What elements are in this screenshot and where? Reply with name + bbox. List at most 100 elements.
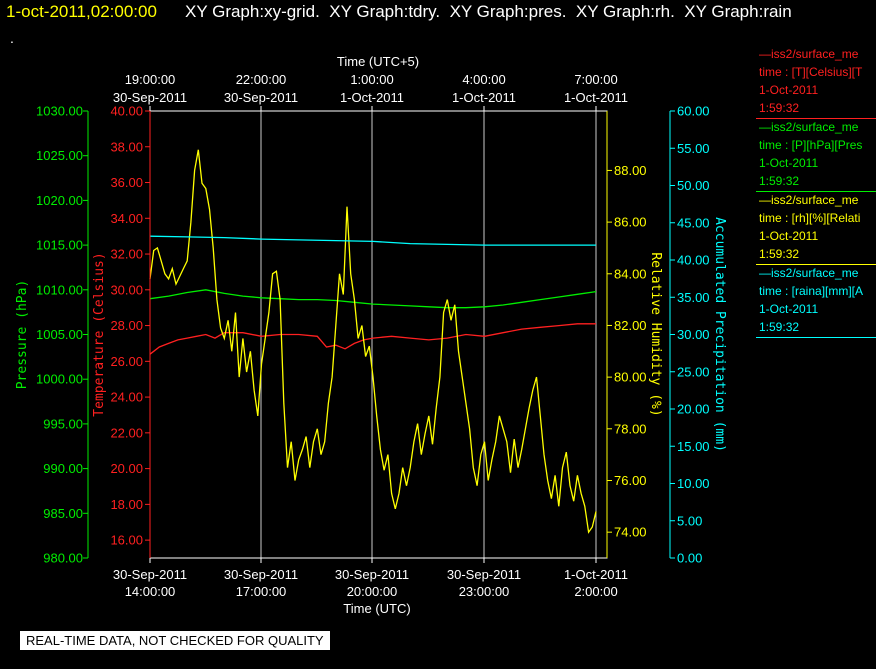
- top-tick-label: 1-Oct-2011: [564, 90, 628, 105]
- bottom-axis-title: Time (UTC): [343, 601, 410, 616]
- bottom-tick-label: 23:00:00: [459, 584, 510, 599]
- tab-xy-grid[interactable]: XY Graph:xy-grid.: [185, 2, 320, 21]
- top-tick-label: 4:00:00: [462, 72, 505, 87]
- legend-entry-line4: 1:59:32: [759, 320, 800, 334]
- pressure-tick-label: 990.00: [43, 461, 83, 476]
- bottom-tick-label: 30-Sep-2011: [335, 567, 409, 582]
- tab-pres[interactable]: XY Graph:pres.: [449, 2, 567, 21]
- legend-entry-line1: —iss2/surface_me: [759, 120, 859, 134]
- precip-tick-label: 0.00: [677, 551, 702, 566]
- legend-entry-line2: time : [raina][mm][A: [759, 284, 864, 298]
- legend-entry-line2: time : [P][hPa][Pres: [759, 138, 863, 152]
- top-tick-label: 1-Oct-2011: [340, 90, 404, 105]
- pressure-tick-label: 985.00: [43, 506, 83, 521]
- rh-tick-label: 78.00: [614, 421, 647, 436]
- plot-frame: [149, 110, 608, 559]
- precip-tick-label: 55.00: [677, 141, 710, 156]
- precip-tick-label: 50.00: [677, 178, 710, 193]
- legend-entry-line2: time : [T][Celsius][T: [759, 65, 863, 79]
- top-tick-label: 7:00:00: [574, 72, 617, 87]
- legend-entry-line3: 1-Oct-2011: [759, 229, 819, 243]
- series-pressure-line: [149, 289, 597, 309]
- rh-axis-title: Relative Humidity (%): [648, 252, 663, 416]
- precip-tick-label: 60.00: [677, 104, 710, 119]
- pressure-tick-label: 1005.00: [36, 327, 83, 342]
- top-axis-title: Time (UTC+5): [337, 54, 419, 69]
- pressure-tick-label: 1020.00: [36, 193, 83, 208]
- rh-tick-label: 74.00: [614, 525, 647, 540]
- temperature-tick-label: 26.00: [110, 354, 143, 369]
- rh-tick-label: 84.00: [614, 266, 647, 281]
- legend-entry-line4: 1:59:32: [759, 247, 800, 261]
- temperature-tick-label: 28.00: [110, 318, 143, 333]
- precip-tick-label: 20.00: [677, 402, 710, 417]
- window-header: 1-oct-2011,02:00:00 XY Graph:xy-grid. XY…: [0, 0, 876, 30]
- series-lines: [149, 149, 597, 534]
- bottom-tick-label: 30-Sep-2011: [447, 567, 521, 582]
- pressure-tick-label: 1025.00: [36, 148, 83, 163]
- rh-tick-label: 82.00: [614, 318, 647, 333]
- bottom-tick-label: 1-Oct-2011: [564, 567, 628, 582]
- precip-tick-label: 30.00: [677, 327, 710, 342]
- tab-rh[interactable]: XY Graph:rh.: [575, 2, 675, 21]
- legend-entry-line3: 1-Oct-2011: [759, 156, 819, 170]
- pressure-tick-label: 995.00: [43, 416, 83, 431]
- pressure-tick-label: 980.00: [43, 551, 83, 566]
- legend-entry-line4: 1:59:32: [759, 101, 800, 115]
- bottom-tick-label: 20:00:00: [347, 584, 398, 599]
- legend-entry-line1: —iss2/surface_me: [759, 47, 859, 61]
- series-precip-line: [149, 235, 596, 246]
- precip-tick-label: 5.00: [677, 513, 702, 528]
- legend-entry-line1: —iss2/surface_me: [759, 266, 859, 280]
- temperature-tick-label: 22.00: [110, 425, 143, 440]
- precip-axis-title: Accumulated Precipitation (mm): [712, 217, 727, 452]
- axes: 980.00 985.00 990.00 995.00 1000.00 1005.00 10…: [15, 54, 727, 616]
- precip-tick-label: 35.00: [677, 290, 710, 305]
- precip-tick-label: 10.00: [677, 476, 710, 491]
- status-dot: .: [10, 30, 14, 46]
- bottom-tick-label: 30-Sep-2011: [224, 567, 298, 582]
- top-tick-label: 1-Oct-2011: [452, 90, 516, 105]
- top-tick-label: 30-Sep-2011: [224, 90, 298, 105]
- temperature-tick-label: 24.00: [110, 390, 143, 405]
- temperature-tick-label: 40.00: [110, 104, 143, 119]
- legend-entry-line3: 1-Oct-2011: [759, 83, 819, 97]
- tab-tdry[interactable]: XY Graph:tdry.: [329, 2, 441, 21]
- legend-entry-line2: time : [rh][%][Relati: [759, 211, 861, 225]
- bottom-tick-label: 2:00:00: [574, 584, 617, 599]
- temperature-tick-label: 36.00: [110, 175, 143, 190]
- legend: —iss2/surface_me time : [T][Celsius][T 1-O…: [756, 46, 876, 338]
- temperature-tick-label: 30.00: [110, 282, 143, 297]
- temperature-axis-title: Temperature (Celsius): [92, 252, 107, 416]
- precip-tick-label: 15.00: [677, 439, 710, 454]
- bottom-tick-label: 30-Sep-2011: [113, 567, 187, 582]
- temperature-tick-label: 16.00: [110, 533, 143, 548]
- graph-tabs: XY Graph:xy-grid. XY Graph:tdry. XY Grap…: [185, 2, 792, 22]
- series-temperature-line: [149, 323, 596, 355]
- precip-tick-label: 45.00: [677, 215, 710, 230]
- precip-tick-label: 40.00: [677, 253, 710, 268]
- rh-tick-label: 76.00: [614, 473, 647, 488]
- legend-entry-line1: —iss2/surface_me: [759, 193, 859, 207]
- temperature-tick-label: 34.00: [110, 211, 143, 226]
- quality-notice: REAL-TIME DATA, NOT CHECKED FOR QUALITY: [20, 631, 330, 650]
- temperature-tick-label: 18.00: [110, 497, 143, 512]
- temperature-tick-label: 38.00: [110, 139, 143, 154]
- legend-entry-line3: 1-Oct-2011: [759, 302, 819, 316]
- pressure-tick-label: 1030.00: [36, 104, 83, 119]
- pressure-axis-title: Pressure (hPa): [15, 280, 30, 390]
- grid: [260, 111, 597, 558]
- rh-tick-label: 86.00: [614, 215, 647, 230]
- top-tick-label: 1:00:00: [350, 72, 393, 87]
- rh-tick-label: 88.00: [614, 163, 647, 178]
- tab-rain[interactable]: XY Graph:rain: [684, 2, 792, 21]
- pressure-tick-label: 1010.00: [36, 282, 83, 297]
- temperature-tick-label: 32.00: [110, 247, 143, 262]
- timestamp: 1-oct-2011,02:00:00: [6, 2, 157, 21]
- precip-tick-label: 25.00: [677, 364, 710, 379]
